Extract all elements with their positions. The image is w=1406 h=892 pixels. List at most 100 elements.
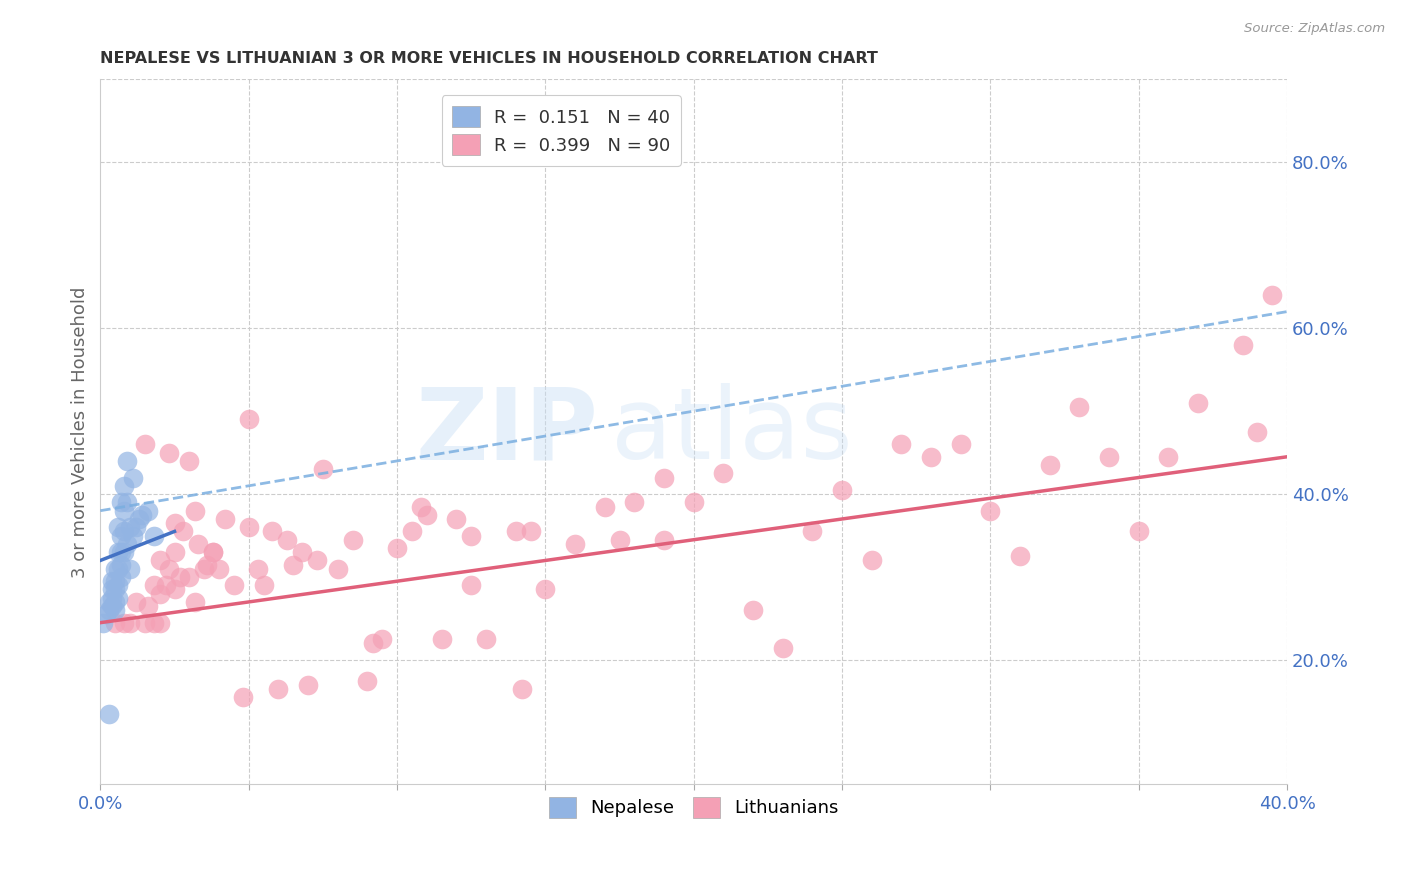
Point <box>371 632 394 647</box>
Point <box>163 545 186 559</box>
Point <box>104 595 127 609</box>
Point <box>96 607 118 622</box>
Point <box>149 553 172 567</box>
Point <box>1010 549 1032 564</box>
Point <box>342 533 364 547</box>
Point <box>609 533 631 547</box>
Point <box>415 508 437 522</box>
Text: ZIP: ZIP <box>416 384 599 481</box>
Point <box>267 681 290 696</box>
Point <box>193 562 215 576</box>
Point <box>564 537 586 551</box>
Point <box>128 512 150 526</box>
Point <box>115 454 138 468</box>
Point <box>163 516 186 530</box>
Point <box>409 500 432 514</box>
Point <box>101 574 124 589</box>
Point <box>110 558 132 572</box>
Point <box>104 603 127 617</box>
Point <box>1187 396 1209 410</box>
Point <box>356 673 378 688</box>
Point <box>107 545 129 559</box>
Text: Source: ZipAtlas.com: Source: ZipAtlas.com <box>1244 22 1385 36</box>
Point <box>1098 450 1121 464</box>
Point <box>831 483 853 497</box>
Point <box>291 545 314 559</box>
Point <box>1128 524 1150 539</box>
Point <box>460 528 482 542</box>
Point <box>262 524 284 539</box>
Point <box>1069 400 1091 414</box>
Point <box>149 615 172 630</box>
Point <box>297 678 319 692</box>
Legend: Nepalese, Lithuanians: Nepalese, Lithuanians <box>541 789 845 825</box>
Point <box>890 437 912 451</box>
Point <box>460 578 482 592</box>
Point <box>208 562 231 576</box>
Point <box>125 520 148 534</box>
Point <box>112 504 135 518</box>
Point <box>136 599 159 613</box>
Point <box>202 545 225 559</box>
Point <box>184 595 207 609</box>
Point <box>155 578 177 592</box>
Text: atlas: atlas <box>610 384 852 481</box>
Point <box>104 574 127 589</box>
Point <box>1261 288 1284 302</box>
Point <box>430 632 453 647</box>
Point <box>652 533 675 547</box>
Point <box>920 450 942 464</box>
Point <box>112 479 135 493</box>
Point <box>860 553 883 567</box>
Point <box>593 500 616 514</box>
Point <box>112 615 135 630</box>
Point <box>110 528 132 542</box>
Point <box>101 591 124 605</box>
Point <box>534 582 557 597</box>
Point <box>312 462 335 476</box>
Point <box>1157 450 1180 464</box>
Point <box>118 520 141 534</box>
Point <box>98 595 121 609</box>
Point <box>979 504 1001 518</box>
Point <box>122 528 145 542</box>
Point <box>222 578 245 592</box>
Point <box>652 470 675 484</box>
Point <box>202 545 225 559</box>
Point <box>104 615 127 630</box>
Point <box>682 495 704 509</box>
Point <box>385 541 408 555</box>
Point <box>142 528 165 542</box>
Point <box>104 562 127 576</box>
Point <box>1039 458 1062 472</box>
Point <box>163 582 186 597</box>
Point <box>101 582 124 597</box>
Point <box>169 570 191 584</box>
Point <box>91 615 114 630</box>
Point <box>742 603 765 617</box>
Point <box>276 533 298 547</box>
Point <box>131 508 153 522</box>
Point <box>801 524 824 539</box>
Point <box>179 570 201 584</box>
Point <box>623 495 645 509</box>
Point <box>142 615 165 630</box>
Point <box>107 578 129 592</box>
Point <box>179 454 201 468</box>
Y-axis label: 3 or more Vehicles in Household: 3 or more Vehicles in Household <box>72 286 89 578</box>
Point <box>510 681 533 696</box>
Point <box>157 562 180 576</box>
Point <box>118 615 141 630</box>
Point <box>172 524 194 539</box>
Point <box>246 562 269 576</box>
Point <box>252 578 274 592</box>
Point <box>118 562 141 576</box>
Text: NEPALESE VS LITHUANIAN 3 OR MORE VEHICLES IN HOUSEHOLD CORRELATION CHART: NEPALESE VS LITHUANIAN 3 OR MORE VEHICLE… <box>100 51 879 66</box>
Point <box>949 437 972 451</box>
Point <box>184 504 207 518</box>
Point <box>772 640 794 655</box>
Point <box>98 603 121 617</box>
Point <box>1232 338 1254 352</box>
Point <box>305 553 328 567</box>
Point <box>112 524 135 539</box>
